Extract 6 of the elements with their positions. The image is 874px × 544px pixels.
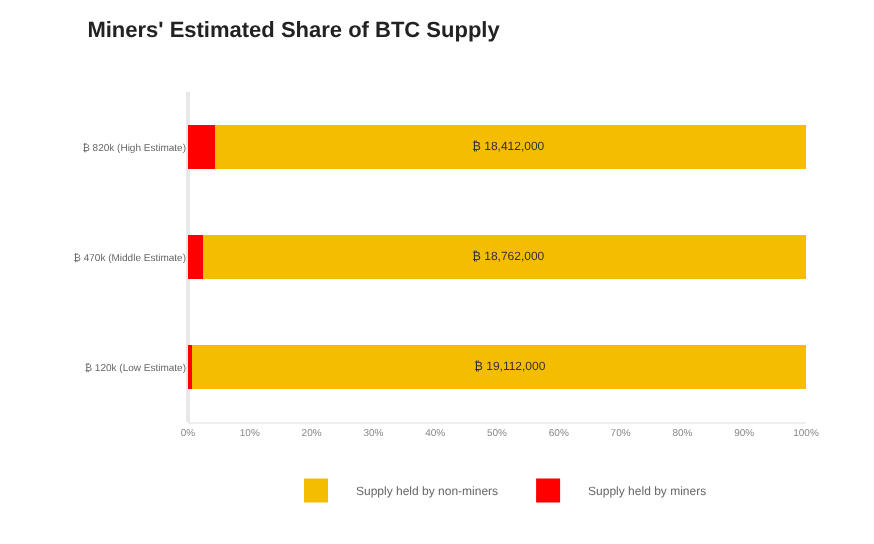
bar <box>191 345 806 389</box>
bar <box>188 235 203 279</box>
bar <box>214 125 806 169</box>
bar <box>188 125 215 169</box>
bar <box>202 235 806 279</box>
chart-title: Miners' Estimated Share of BTC Supply <box>87 19 502 44</box>
